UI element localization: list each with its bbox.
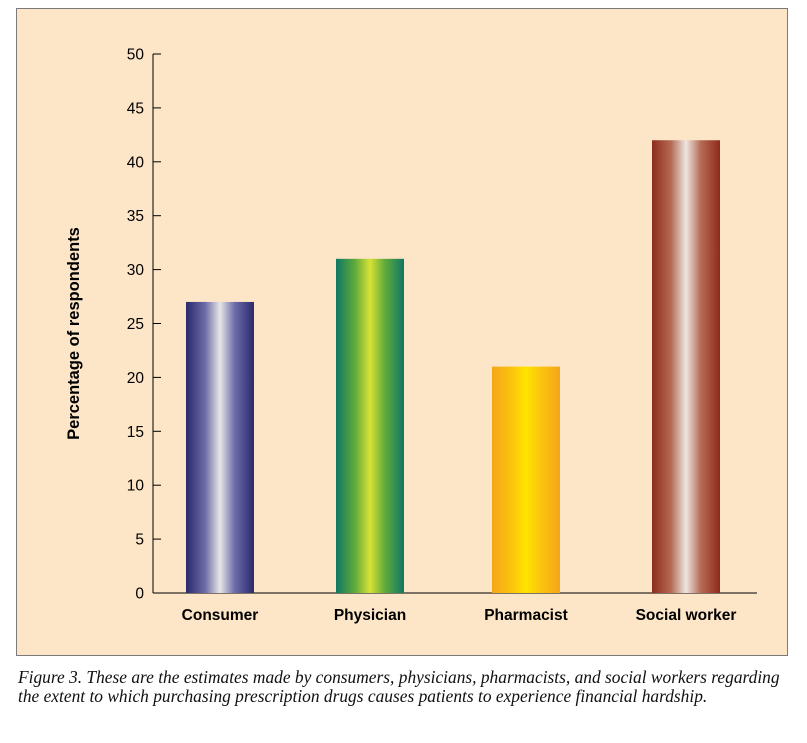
y-tick-label: 25 [127,316,144,333]
y-tick-label: 30 [127,262,145,279]
y-axis-title: Percentage of respondents [65,227,83,440]
y-tick-label: 35 [127,208,144,225]
bar-pharmacist [492,366,560,593]
x-tick-label: Physician [334,607,406,624]
y-tick-label: 20 [127,370,145,387]
x-tick-label: Pharmacist [484,607,568,624]
y-tick-label: 45 [127,100,144,117]
bars [186,140,720,594]
y-tick-label: 50 [127,47,145,64]
bar-chart: 0 5 10 15 20 25 30 35 40 45 50 Consumer Physician Ph… [65,47,757,624]
x-tick-label: Consumer [182,607,259,624]
bar-social-worker [652,140,720,594]
y-tick-label: 15 [127,424,144,441]
chart-panel: 0 5 10 15 20 25 30 35 40 45 50 Consumer Physician Ph… [16,8,788,656]
y-tick-label: 0 [135,586,144,603]
x-axis-labels: Consumer Physician Pharmacist Social worker [182,607,737,624]
bar-physician [336,258,404,593]
y-tick-label: 40 [127,154,145,171]
y-tick-label: 10 [127,478,145,495]
bar-consumer [186,301,254,593]
y-tick-label: 5 [135,532,144,549]
figure-caption: Figure 3. These are the estimates made b… [18,667,780,706]
x-tick-label: Social worker [636,607,737,624]
